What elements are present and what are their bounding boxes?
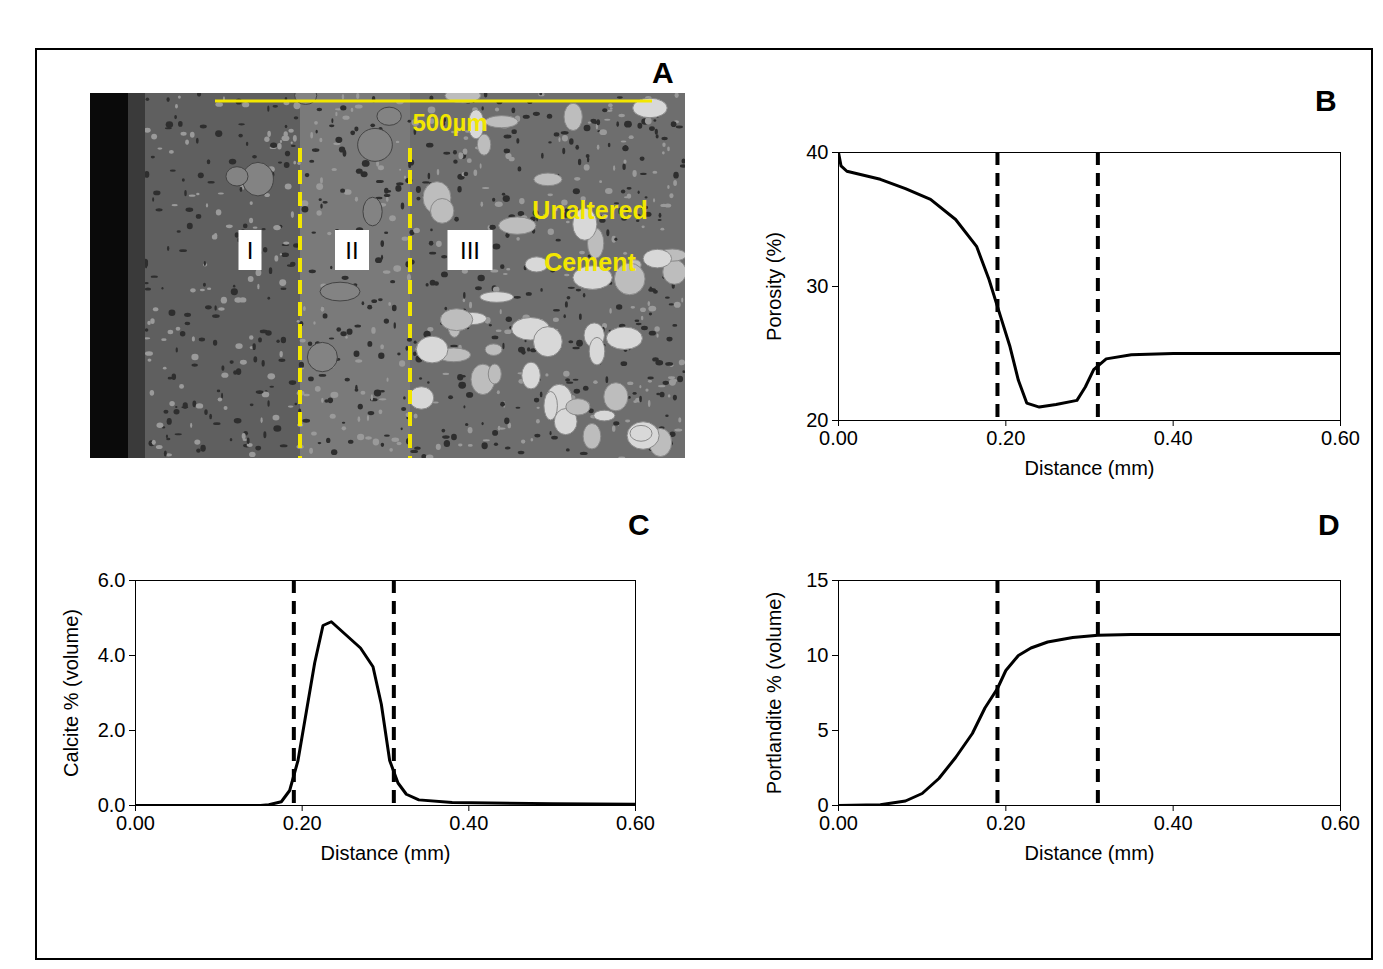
svg-text:20: 20 — [806, 408, 829, 431]
svg-text:0.60: 0.60 — [1321, 427, 1360, 449]
svg-text:Portlandite % (volume): Portlandite % (volume) — [763, 592, 785, 794]
html-text:C: C — [628, 508, 650, 541]
svg-text:0.40: 0.40 — [449, 812, 488, 834]
svg-text:II: II — [345, 237, 358, 264]
svg-text:40: 40 — [806, 141, 828, 163]
svg-text:Distance (mm): Distance (mm) — [320, 842, 450, 864]
svg-text:Unaltered: Unaltered — [532, 196, 647, 224]
svg-text:0.60: 0.60 — [1321, 812, 1360, 834]
svg-text:0.60: 0.60 — [616, 812, 655, 834]
svg-text:III: III — [460, 237, 480, 264]
svg-text:0.20: 0.20 — [283, 812, 322, 834]
svg-text:0.20: 0.20 — [986, 812, 1025, 834]
svg-text:30: 30 — [806, 275, 828, 297]
svg-text:5: 5 — [817, 719, 828, 741]
svg-text:Distance (mm): Distance (mm) — [1024, 842, 1154, 864]
svg-text:2.0: 2.0 — [98, 719, 126, 741]
svg-text:10: 10 — [806, 644, 828, 666]
svg-text:Calcite % (volume): Calcite % (volume) — [60, 609, 82, 777]
svg-text:4.0: 4.0 — [98, 644, 126, 666]
svg-text:0.00: 0.00 — [819, 812, 858, 834]
svg-text:Cement: Cement — [544, 248, 636, 276]
svg-text:0.20: 0.20 — [986, 427, 1025, 449]
svg-text:0.40: 0.40 — [1154, 427, 1193, 449]
html-text:A: A — [652, 56, 674, 89]
svg-text:0.00: 0.00 — [116, 812, 155, 834]
svg-text:0.40: 0.40 — [1154, 812, 1193, 834]
svg-text:15: 15 — [806, 569, 828, 591]
svg-text:500µm: 500µm — [412, 109, 487, 136]
html-text:D: D — [1318, 508, 1340, 541]
svg-text:Distance (mm): Distance (mm) — [1024, 457, 1154, 479]
svg-text:I: I — [247, 237, 254, 264]
svg-text:0.0: 0.0 — [97, 793, 126, 816]
svg-text:Porosity (%): Porosity (%) — [763, 232, 785, 341]
svg-text:6.0: 6.0 — [98, 569, 126, 591]
svg-text:0: 0 — [817, 793, 829, 816]
html-text:B: B — [1315, 84, 1337, 117]
svg-text:0.00: 0.00 — [819, 427, 858, 449]
